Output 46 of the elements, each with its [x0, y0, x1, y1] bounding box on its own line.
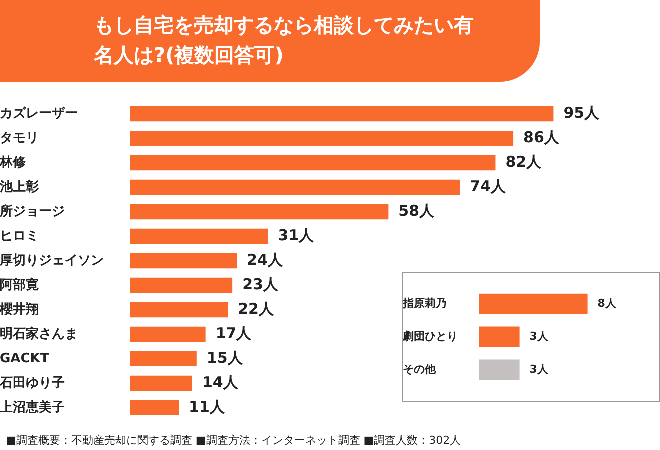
bar: [130, 278, 233, 294]
data-label: 31人: [278, 226, 316, 244]
bar: [130, 302, 228, 318]
y-tick-label: 石田ゆり子: [0, 376, 65, 391]
data-label: 14人: [202, 373, 240, 392]
data-label: 74人: [470, 177, 507, 196]
chart-title: もし自宅を売却するなら相談してみたい有名人は?(複数回答可): [94, 12, 474, 69]
y-tick-label: その他: [403, 362, 437, 376]
bar: [130, 180, 460, 196]
text: ■調査概要：不動産売却に関する調査 ■調査方法：インターネット調査 ■調査人数：302人: [6, 433, 462, 448]
y-tick-label: 劇団ひとり: [402, 330, 458, 343]
data-label: 11人: [189, 398, 226, 416]
y-tick-label: 池上彰: [0, 178, 40, 195]
data-label: 95人: [564, 104, 601, 122]
bar: [130, 253, 238, 269]
data-label: 8人: [598, 296, 618, 310]
bar: [130, 400, 180, 416]
data-label: 24人: [247, 250, 284, 269]
y-tick-label: 厚切りジェイソン: [0, 253, 104, 268]
bar: [130, 204, 389, 220]
data-label: 3人: [530, 362, 550, 376]
bar: [130, 228, 268, 244]
bar: [130, 351, 197, 367]
data-label: 82人: [506, 152, 543, 171]
bar: [130, 376, 192, 392]
y-tick-label: 所ジョージ: [0, 203, 65, 220]
y-tick-label: GACKT: [0, 351, 50, 366]
y-tick-label: 明石家さんま: [0, 326, 78, 342]
y-tick-label: ヒロミ: [0, 228, 39, 244]
bar: [130, 326, 206, 342]
bar: [130, 130, 514, 146]
data-label: 17人: [216, 324, 253, 342]
data-label: 15人: [206, 348, 244, 367]
y-tick-label: 指原莉乃: [402, 296, 447, 310]
y-tick-label: 櫻井翔: [0, 301, 39, 318]
bar: [130, 155, 496, 171]
data-label: 86人: [524, 128, 560, 146]
y-tick-label: 上沼恵美子: [0, 399, 65, 416]
data-label: 58人: [398, 202, 436, 220]
bar: [130, 106, 554, 122]
y-tick-label: タモリ: [0, 130, 39, 146]
y-tick-label: カズレーザー: [0, 106, 78, 122]
data-label: 23人: [242, 275, 280, 294]
data-label: 3人: [530, 330, 550, 343]
data-label: 22人: [238, 300, 275, 318]
y-tick-label: 阿部寛: [0, 276, 39, 293]
